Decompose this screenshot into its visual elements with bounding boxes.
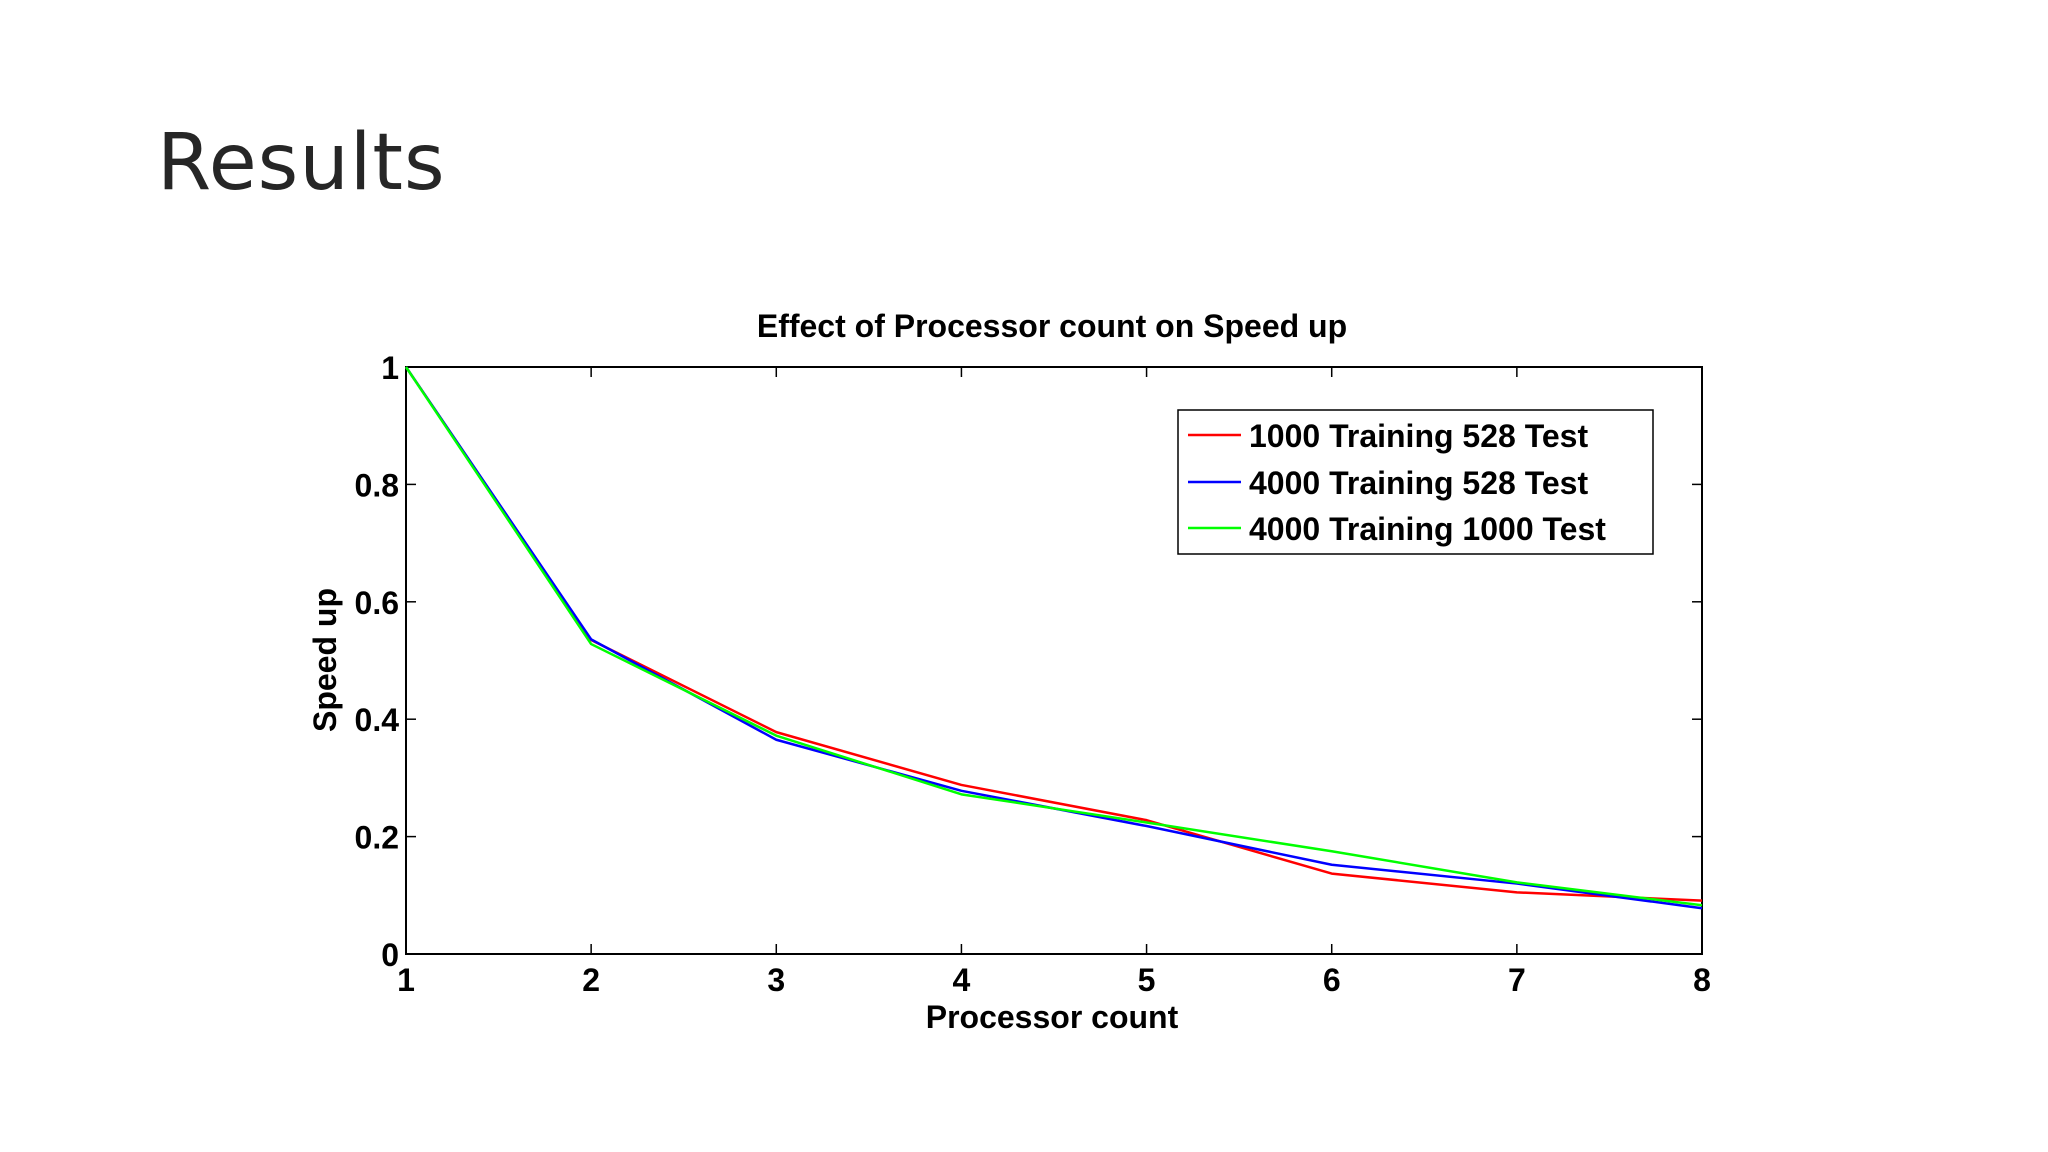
legend-label-4000-training-1000-test: 4000 Training 1000 Test	[1249, 511, 1606, 547]
series-line-green	[404, 366, 1703, 907]
x-tick-label: 3	[767, 962, 785, 998]
y-tick-label: 0.2	[355, 820, 399, 856]
x-axis-label: Processor count	[926, 999, 1179, 1035]
x-tick-label: 8	[1693, 962, 1711, 998]
y-tick-label: 1	[381, 350, 399, 386]
y-tick-label: 0	[381, 937, 399, 973]
y-tick-label: 0.8	[355, 467, 399, 503]
x-tick-label: 4	[953, 962, 971, 998]
legend-label-1000-training-528-test: 1000 Training 528 Test	[1249, 418, 1588, 454]
x-tick-label: 5	[1138, 962, 1156, 998]
axis-ticks	[405, 366, 1703, 955]
slide-title: Results	[157, 118, 446, 208]
legend-box	[1177, 409, 1654, 555]
y-tick-label: 0.4	[355, 702, 400, 738]
y-tick-label: 0.6	[355, 585, 399, 621]
x-tick-label: 7	[1508, 962, 1526, 998]
chart-title: Effect of Processor count on Speed up	[757, 308, 1347, 344]
tick-labels: 1 2 3 4 5 6 7 8 0 0.2 0.4 0.6 0.8 1	[355, 350, 1711, 998]
legend-label-4000-training-528-test: 4000 Training 528 Test	[1249, 465, 1588, 501]
legend: 1000 Training 528 Test 4000 Training 528…	[1177, 409, 1654, 555]
series-group	[404, 366, 1703, 910]
x-tick-label: 1	[397, 962, 415, 998]
y-axis-label: Speed up	[307, 588, 343, 732]
x-tick-label: 6	[1323, 962, 1341, 998]
x-tick-label: 2	[582, 962, 600, 998]
